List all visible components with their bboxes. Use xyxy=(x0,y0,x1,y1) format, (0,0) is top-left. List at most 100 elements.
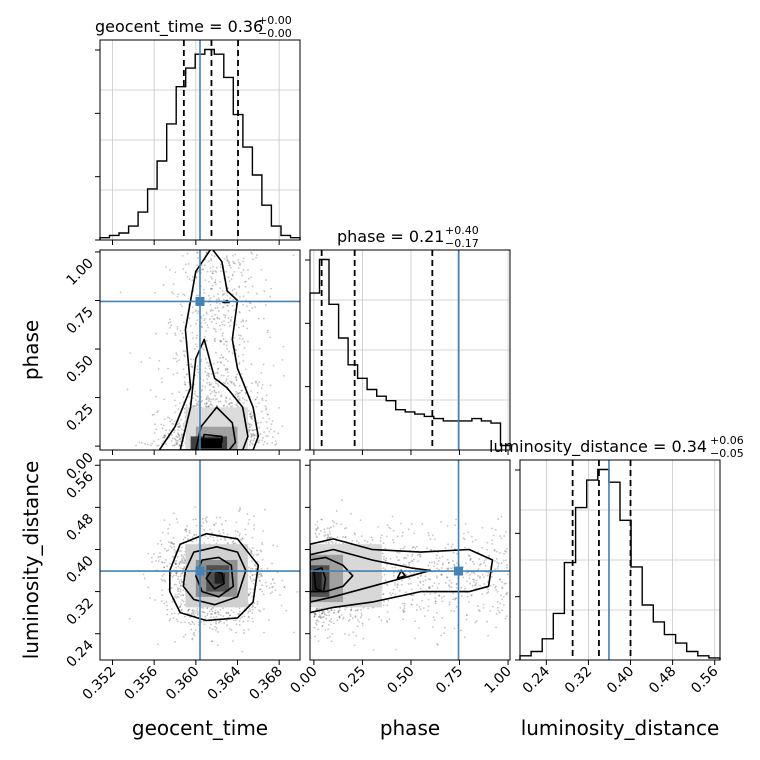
y-tick-label: 1.00 xyxy=(63,255,96,288)
scatter-point xyxy=(258,573,260,576)
scatter-point xyxy=(179,329,182,332)
scatter-point xyxy=(229,614,231,617)
scatter-point xyxy=(215,615,218,618)
scatter-point xyxy=(456,552,458,555)
scatter-point xyxy=(179,418,182,421)
scatter-point xyxy=(270,582,272,585)
scatter-point xyxy=(475,620,478,623)
scatter-point xyxy=(268,619,270,622)
scatter-point xyxy=(200,389,203,392)
scatter-point xyxy=(505,566,508,569)
scatter-point xyxy=(170,608,173,611)
scatter-point xyxy=(178,402,181,405)
scatter-point xyxy=(187,610,190,613)
scatter-point xyxy=(228,628,231,630)
scatter-point xyxy=(174,334,177,337)
scatter-point xyxy=(453,564,456,567)
scatter-point xyxy=(179,561,181,564)
scatter-point xyxy=(184,350,187,353)
scatter-point xyxy=(193,631,196,634)
scatter-point xyxy=(250,276,253,279)
scatter-point xyxy=(413,532,416,535)
scatter-point xyxy=(412,558,415,561)
scatter-point xyxy=(353,532,356,535)
x-tick-label: 0.368 xyxy=(246,664,286,704)
scatter-point xyxy=(191,609,194,612)
scatter-point xyxy=(206,607,209,610)
scatter-point xyxy=(342,616,345,619)
scatter-point xyxy=(215,620,217,623)
scatter-point xyxy=(220,374,223,377)
scatter-point xyxy=(215,622,218,625)
scatter-point xyxy=(506,548,508,550)
scatter-point xyxy=(263,631,265,634)
scatter-point xyxy=(265,407,268,410)
scatter-point xyxy=(182,589,185,592)
scatter-point xyxy=(467,571,469,574)
scatter-point xyxy=(180,594,183,597)
scatter-point xyxy=(398,589,401,592)
scatter-point xyxy=(211,610,214,613)
scatter-point xyxy=(177,565,180,568)
scatter-point xyxy=(338,606,341,609)
scatter-point xyxy=(316,527,319,530)
scatter-point xyxy=(170,542,173,544)
scatter-point xyxy=(221,306,224,309)
scatter-point xyxy=(497,609,500,612)
scatter-point xyxy=(222,338,225,341)
scatter-point xyxy=(331,520,334,522)
contour-core xyxy=(201,433,223,443)
scatter-point xyxy=(216,371,219,374)
scatter-point xyxy=(402,547,405,550)
scatter-point xyxy=(500,515,503,518)
scatter-point xyxy=(204,370,207,373)
scatter-point xyxy=(178,438,181,440)
scatter-point xyxy=(231,273,234,276)
scatter-point xyxy=(318,616,321,619)
scatter-point xyxy=(155,332,157,335)
scatter-point xyxy=(327,623,330,626)
scatter-point xyxy=(500,562,503,565)
scatter-point xyxy=(255,553,258,556)
scatter-point xyxy=(403,602,406,605)
scatter-point xyxy=(321,612,324,615)
scatter-point xyxy=(205,398,207,401)
scatter-point xyxy=(212,607,214,609)
scatter-point xyxy=(505,531,507,533)
scatter-point xyxy=(235,292,238,294)
scatter-point xyxy=(250,434,253,437)
scatter-point xyxy=(156,542,159,545)
scatter-point xyxy=(216,317,219,320)
scatter-point xyxy=(191,306,194,309)
scatter-point xyxy=(248,423,251,426)
scatter-point xyxy=(333,609,336,612)
title-luminosity-distance: luminosity_distance = 0.34 xyxy=(489,437,707,457)
scatter-point xyxy=(181,571,184,574)
scatter-point xyxy=(245,399,248,402)
scatter-point xyxy=(321,612,324,615)
truth-marker xyxy=(195,296,205,306)
scatter-point xyxy=(315,535,318,538)
scatter-point xyxy=(350,608,353,611)
scatter-point xyxy=(241,650,244,653)
scatter-point xyxy=(403,610,406,613)
scatter-point xyxy=(157,368,160,370)
scatter-point xyxy=(227,276,230,279)
scatter-point xyxy=(382,542,385,544)
scatter-point xyxy=(176,423,179,426)
scatter-point xyxy=(337,610,340,613)
scatter-point xyxy=(222,532,225,534)
scatter-point xyxy=(410,588,413,591)
scatter-point xyxy=(183,615,186,618)
scatter-point xyxy=(354,615,357,618)
scatter-point xyxy=(396,586,399,589)
scatter-point xyxy=(188,531,191,534)
scatter-point xyxy=(163,436,166,439)
scatter-point xyxy=(194,518,197,521)
scatter-point xyxy=(187,608,190,611)
scatter-point xyxy=(197,310,200,313)
scatter-point xyxy=(216,266,218,269)
scatter-point xyxy=(229,402,231,405)
scatter-point xyxy=(238,285,241,288)
scatter-point xyxy=(183,553,186,556)
